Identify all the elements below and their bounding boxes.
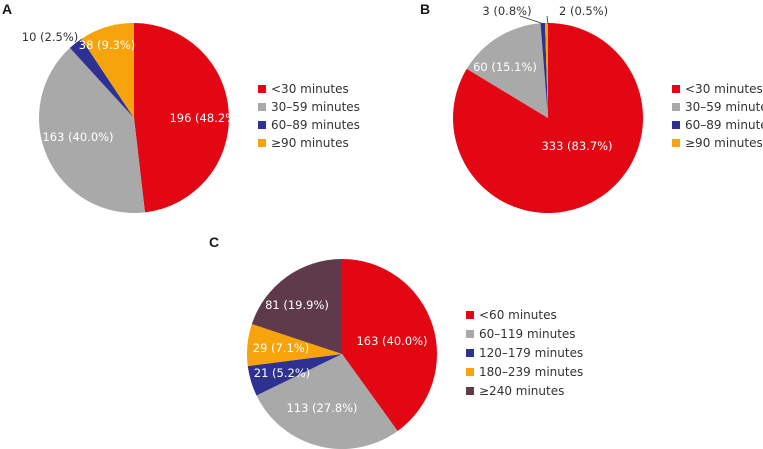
panel-c-slice-label-2: 21 (5.2%) [254, 366, 310, 380]
panel-c-legend-swatch-0 [466, 311, 474, 319]
panel-b-slice-label-1: 60 (15.1%) [473, 60, 537, 74]
panel-a-legend-label-1: 30–59 minutes [271, 100, 360, 114]
panel-b-leader-line-1 [546, 15, 549, 25]
panel-c-legend-label-0: <60 minutes [479, 308, 557, 322]
panel-b-leader-lines [519, 15, 549, 25]
panel-b-slice-1 [466, 23, 548, 118]
panel-b-legend-swatch-2 [672, 121, 680, 129]
panel-b-slice-label-0: 333 (83.7%) [541, 139, 612, 153]
panel-a-slice-label-1: 163 (40.0%) [42, 130, 113, 144]
panel-c-slice-label-4: 81 (19.9%) [265, 298, 329, 312]
panel-c-legend-swatch-2 [466, 349, 474, 357]
panel-a-slice-labels: 196 (48.2%) 163 (40.0%) 10 (2.5%) 38 (9.… [22, 30, 241, 144]
panel-c: C 163 (40.0%) 113 (27.8%) 21 (5.2%) 29 (… [209, 234, 583, 449]
panel-a-legend-swatch-3 [258, 139, 266, 147]
panel-b-slice-label-3: 2 (0.5%) [559, 4, 608, 18]
panel-c-legend-swatch-1 [466, 330, 474, 338]
panel-a-slices [39, 22, 229, 213]
panel-b-slices [453, 23, 644, 214]
panel-a-slice-label-0: 196 (48.2%) [169, 111, 240, 125]
panel-a-slice-label-3: 38 (9.3%) [79, 38, 135, 52]
panel-b-slice-0 [453, 23, 644, 214]
panel-b-legend-swatch-3 [672, 139, 680, 147]
panel-c-legend-label-3: 180–239 minutes [479, 365, 583, 379]
panel-c-slice-2 [247, 354, 342, 396]
panel-a-legend-swatch-1 [258, 103, 266, 111]
panel-b-leader-line-0 [519, 15, 545, 25]
panel-a-legend-label-2: 60–89 minutes [271, 118, 360, 132]
panel-b-legend: <30 minutes 30–59 minutes 60–89 minutes … [672, 82, 763, 150]
panel-c-slice-3 [246, 324, 342, 367]
panel-b-legend-label-2: 60–89 minutes [685, 118, 763, 132]
panel-b-legend-label-1: 30–59 minutes [685, 100, 763, 114]
panel-c-legend-swatch-4 [466, 387, 474, 395]
panel-a-slice-0 [134, 23, 229, 213]
panel-a-legend-swatch-0 [258, 85, 266, 93]
panel-a-legend: <30 minutes 30–59 minutes 60–89 minutes … [258, 82, 360, 150]
panel-c-slice-label-0: 163 (40.0%) [356, 334, 427, 348]
panel-c-slice-label-1: 113 (27.8%) [286, 401, 357, 415]
panel-c-slice-0 [342, 259, 437, 432]
panel-a: A 196 (48.2%) 163 (40.0%) 10 (2.5%) 38 (… [2, 1, 360, 213]
panel-b-slice-labels: 333 (83.7%) 60 (15.1%) 3 (0.8%) 2 (0.5%) [473, 4, 612, 153]
panel-c-letter: C [209, 234, 219, 250]
panel-c-legend: <60 minutes 60–119 minutes 120–179 minut… [466, 308, 583, 398]
panel-c-legend-label-2: 120–179 minutes [479, 346, 583, 360]
panel-a-legend-label-3: ≥90 minutes [271, 136, 349, 150]
panel-c-legend-label-4: ≥240 minutes [479, 384, 564, 398]
panel-a-letter: A [2, 1, 12, 17]
panel-a-slice-2 [69, 38, 134, 118]
panel-b-slice-label-2: 3 (0.8%) [482, 4, 531, 18]
panel-c-legend-label-1: 60–119 minutes [479, 327, 576, 341]
panel-a-slice-label-2: 10 (2.5%) [22, 30, 78, 44]
panel-b-legend-label-3: ≥90 minutes [685, 136, 763, 150]
panel-a-slice-1 [39, 47, 145, 213]
panel-a-legend-swatch-2 [258, 121, 266, 129]
panel-c-slice-labels: 163 (40.0%) 113 (27.8%) 21 (5.2%) 29 (7.… [253, 298, 428, 415]
panel-b-legend-swatch-0 [672, 85, 680, 93]
panel-b: B 333 (83.7%) 60 (15.1%) 3 (0.8%) 2 (0.5… [420, 1, 763, 214]
panel-c-slices [246, 259, 437, 449]
panel-b-legend-label-0: <30 minutes [685, 82, 763, 96]
panel-a-slice-3 [81, 22, 134, 118]
panel-b-slice-3 [545, 23, 548, 118]
panel-c-slice-1 [256, 354, 398, 449]
panel-c-slice-label-3: 29 (7.1%) [253, 341, 309, 355]
panel-b-slice-2 [540, 23, 548, 118]
panel-c-slice-4 [251, 259, 342, 354]
panel-a-legend-label-0: <30 minutes [271, 82, 349, 96]
panel-b-legend-swatch-1 [672, 103, 680, 111]
panel-c-legend-swatch-3 [466, 368, 474, 376]
panel-b-letter: B [420, 1, 430, 17]
